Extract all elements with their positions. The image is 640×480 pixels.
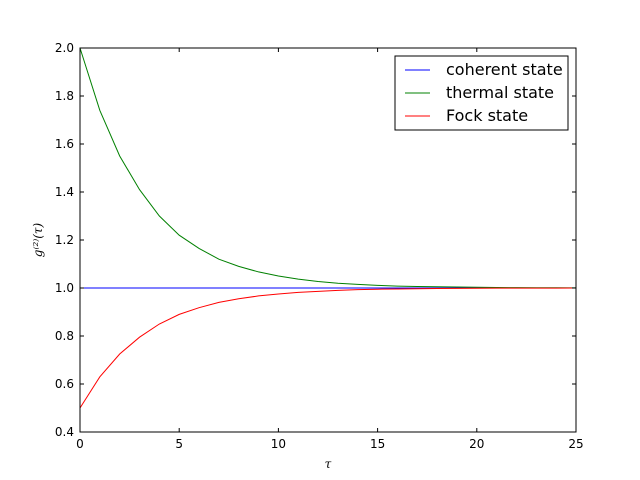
y-tick-label: 1.2 [55, 233, 74, 247]
x-tick-label: 25 [568, 437, 583, 451]
axis-ticks: 0 5 10 15 20 25 0.4 0.6 0.8 1.0 1.2 1.4 1.6 1.8 2.0 [55, 41, 584, 451]
x-tick-label: 5 [175, 437, 183, 451]
legend-label: thermal state [446, 83, 554, 102]
x-tick-label: 10 [271, 437, 286, 451]
y-tick-label: 1.8 [55, 89, 74, 103]
y-tick-label: 1.6 [55, 137, 74, 151]
legend: coherent state thermal state Fock state [394, 55, 569, 131]
x-axis-label: τ [325, 457, 332, 471]
y-tick-label: 1.4 [55, 185, 74, 199]
x-tick-label: 15 [370, 437, 385, 451]
y-tick-label: 0.8 [55, 329, 74, 343]
y-tick-label: 0.4 [55, 425, 74, 439]
legend-label: coherent state [446, 60, 563, 79]
y-tick-label: 2.0 [55, 41, 74, 55]
series-layer [79, 47, 577, 409]
x-tick-label: 0 [76, 437, 84, 451]
x-tick-label: 20 [469, 437, 484, 451]
legend-label: Fock state [446, 106, 528, 125]
series-line-thermal-state [79, 47, 577, 289]
y-tick-label: 1.0 [55, 281, 74, 295]
y-tick-label: 0.6 [55, 377, 74, 391]
series-line-fock-state [79, 287, 577, 409]
y-axis-label: g⁽²⁾(τ) [31, 222, 45, 257]
